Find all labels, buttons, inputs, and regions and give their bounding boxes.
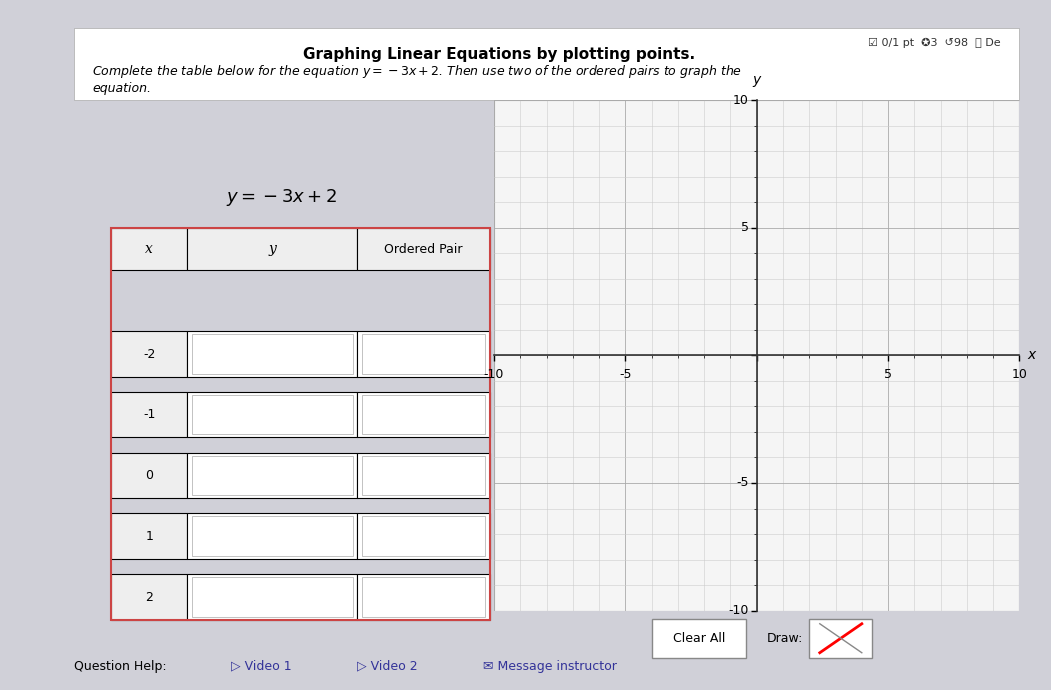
Text: ▷ Video 2: ▷ Video 2 xyxy=(357,660,418,673)
Bar xyxy=(357,228,490,270)
Text: 1: 1 xyxy=(145,530,153,543)
Bar xyxy=(362,455,486,495)
Bar xyxy=(111,331,187,377)
Text: ✉ Message instructor: ✉ Message instructor xyxy=(483,660,617,673)
Bar xyxy=(809,619,872,658)
Text: 10: 10 xyxy=(733,94,748,106)
Text: ☑ 0/1 pt  ✪3  ↺98  ⓘ De: ☑ 0/1 pt ✪3 ↺98 ⓘ De xyxy=(868,38,1001,48)
Bar xyxy=(187,453,357,498)
Text: -5: -5 xyxy=(737,477,748,489)
Text: Question Help:: Question Help: xyxy=(74,660,166,673)
Bar xyxy=(192,455,353,495)
Text: 5: 5 xyxy=(741,221,748,234)
Bar xyxy=(362,577,486,617)
Text: y: y xyxy=(268,242,276,256)
Bar xyxy=(187,513,357,559)
Text: x: x xyxy=(1028,348,1035,362)
Bar xyxy=(357,331,490,377)
Text: ▷ Video 1: ▷ Video 1 xyxy=(231,660,292,673)
Bar xyxy=(192,516,353,556)
Text: -10: -10 xyxy=(728,604,748,617)
Text: Complete the table below for the equation $y = -3x + 2$. Then use two of the ord: Complete the table below for the equatio… xyxy=(92,63,743,95)
Bar xyxy=(192,395,353,435)
Bar xyxy=(652,619,746,658)
Text: Draw:: Draw: xyxy=(767,632,804,644)
Bar xyxy=(187,331,357,377)
Bar xyxy=(111,228,490,620)
Text: y: y xyxy=(753,73,761,88)
Text: -2: -2 xyxy=(143,348,156,361)
Bar xyxy=(192,577,353,617)
Text: -5: -5 xyxy=(619,368,632,381)
Bar xyxy=(111,453,187,498)
Text: 5: 5 xyxy=(884,368,892,381)
Bar xyxy=(192,334,353,374)
Bar xyxy=(357,453,490,498)
Text: 10: 10 xyxy=(1011,368,1028,381)
Text: 0: 0 xyxy=(145,469,153,482)
Bar xyxy=(362,516,486,556)
Text: Graphing Linear Equations by plotting points.: Graphing Linear Equations by plotting po… xyxy=(303,48,696,62)
Bar xyxy=(187,392,357,437)
Bar xyxy=(187,228,357,270)
Bar xyxy=(111,228,187,270)
Bar xyxy=(357,513,490,559)
Bar xyxy=(111,574,187,620)
Bar xyxy=(187,574,357,620)
Text: -10: -10 xyxy=(483,368,504,381)
Bar xyxy=(111,392,187,437)
Bar xyxy=(74,28,1019,101)
Text: 2: 2 xyxy=(145,591,153,604)
Bar xyxy=(362,334,486,374)
Bar xyxy=(111,513,187,559)
Text: $y = -3x + 2$: $y = -3x + 2$ xyxy=(226,187,337,208)
Bar xyxy=(357,574,490,620)
Text: Clear All: Clear All xyxy=(673,632,725,644)
Text: Ordered Pair: Ordered Pair xyxy=(385,243,462,256)
Text: -1: -1 xyxy=(143,408,156,422)
Bar xyxy=(357,392,490,437)
Bar xyxy=(362,395,486,435)
Text: x: x xyxy=(145,242,153,256)
